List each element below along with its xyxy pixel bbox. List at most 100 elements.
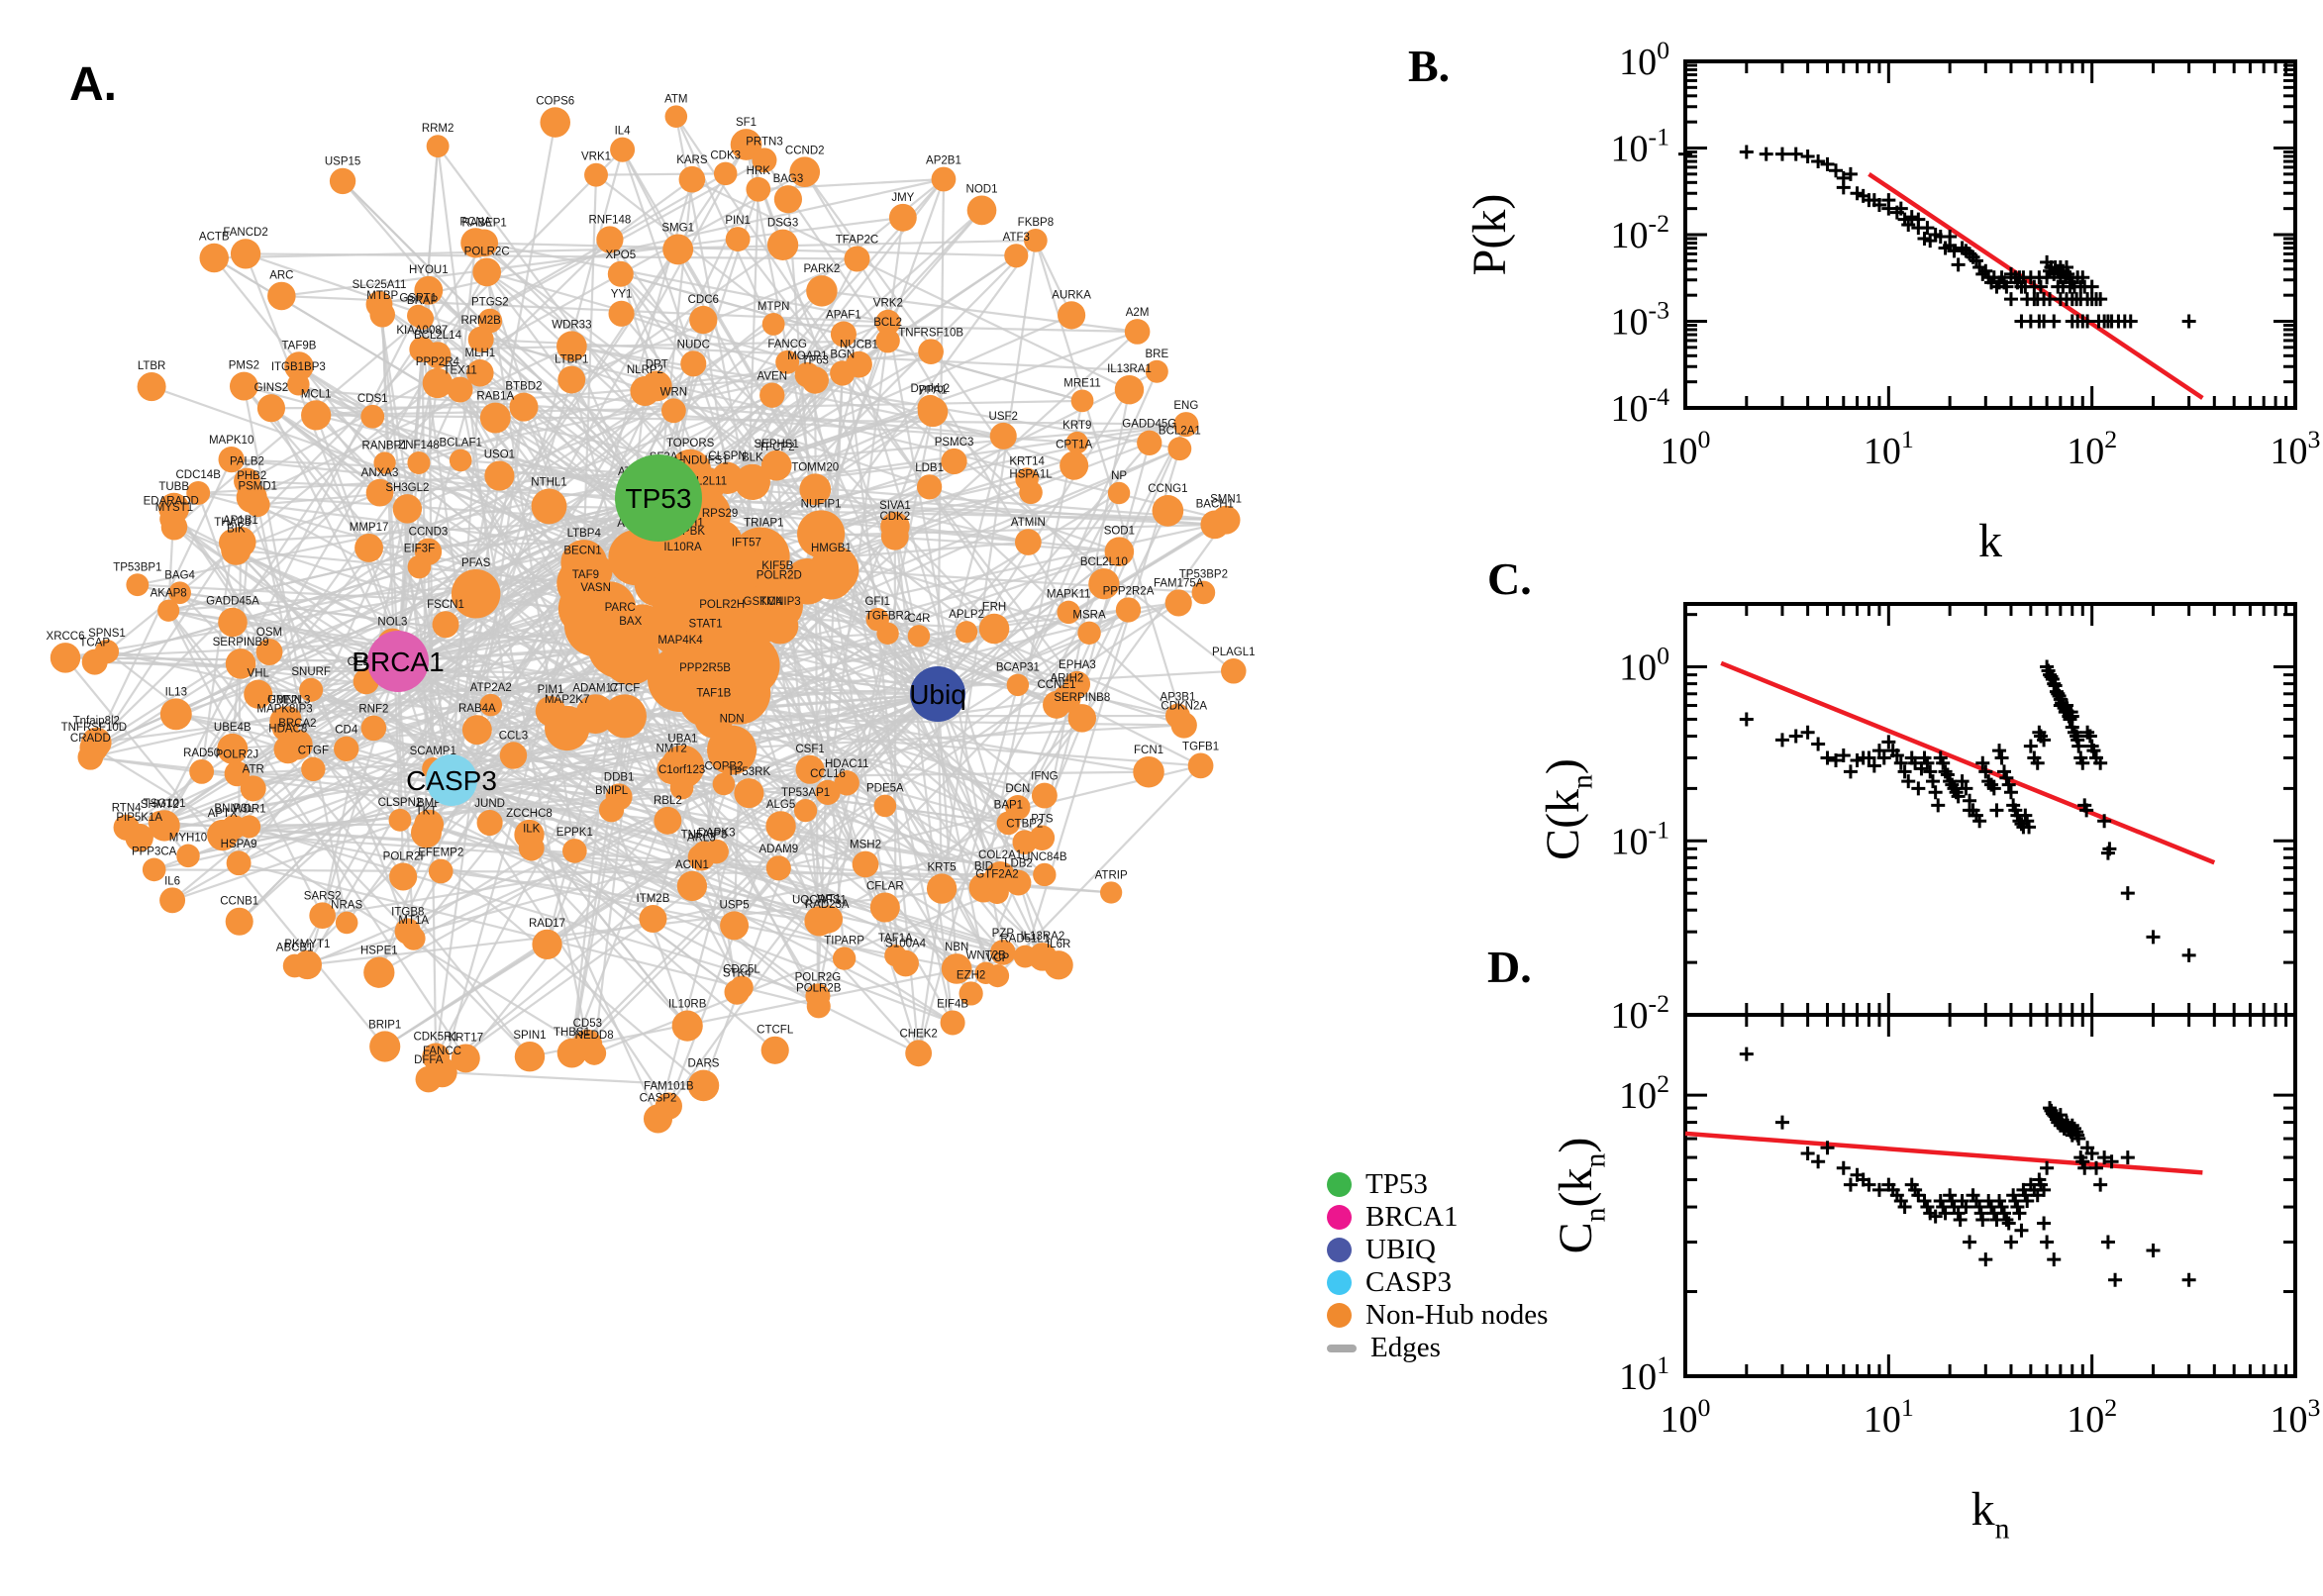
network-hub-nodes: TP53 BRCA1 Ubiq CASP3: [352, 454, 966, 806]
svg-text:10-1: 10-1: [1610, 815, 1669, 862]
svg-text:MTBP: MTBP: [366, 290, 398, 302]
svg-text:TP53BP1: TP53BP1: [113, 561, 161, 573]
svg-text:102: 102: [2067, 425, 2117, 472]
svg-text:100: 100: [1661, 425, 1711, 472]
protein-network-graph: TP53RK KIAA0087 THAP8 CDC14B SNURF DSG3 NTHL1 C…: [47, 93, 1256, 1134]
svg-text:PPP2R5B: PPP2R5B: [679, 662, 731, 674]
svg-text:MAPK11: MAPK11: [1047, 589, 1091, 601]
svg-text:NBN: NBN: [945, 942, 968, 953]
svg-text:MT1A: MT1A: [398, 915, 429, 927]
svg-text:CCL16: CCL16: [810, 768, 846, 780]
hub-node-casp3: [426, 754, 477, 806]
svg-text:NUCB1: NUCB1: [840, 340, 878, 351]
svg-text:CDC6: CDC6: [688, 294, 719, 306]
svg-text:POLR2G: POLR2G: [795, 971, 842, 983]
svg-text:SPIN1: SPIN1: [513, 1030, 546, 1042]
svg-text:CPT1A: CPT1A: [1056, 440, 1092, 451]
svg-text:ANXA3: ANXA3: [361, 467, 399, 479]
svg-text:PPA1: PPA1: [919, 385, 948, 397]
svg-text:USF2: USF2: [989, 411, 1018, 423]
svg-text:ATF3: ATF3: [1003, 232, 1030, 244]
svg-text:A2M: A2M: [1126, 307, 1150, 319]
svg-text:PSMD1: PSMD1: [238, 480, 277, 492]
svg-text:RABEP1: RABEP1: [461, 218, 506, 230]
svg-text:MYH10: MYH10: [169, 833, 207, 845]
svg-text:BMF: BMF: [417, 798, 441, 810]
svg-text:TP53RK: TP53RK: [728, 766, 771, 778]
svg-text:100: 100: [1619, 642, 1669, 689]
svg-text:RAD23A: RAD23A: [805, 899, 850, 911]
svg-text:RRM2B: RRM2B: [461, 315, 502, 327]
svg-text:SMN1: SMN1: [1210, 494, 1242, 506]
svg-text:SMG1: SMG1: [661, 222, 694, 234]
svg-text:UBE2L3: UBE2L3: [268, 694, 311, 706]
svg-text:BRCA1: BRCA1: [352, 647, 444, 677]
svg-text:SLC25A11: SLC25A11: [353, 279, 407, 291]
svg-text:TP53BP2: TP53BP2: [1179, 569, 1228, 581]
svg-text:PIM1: PIM1: [538, 684, 564, 696]
svg-text:ADAM17: ADAM17: [572, 682, 618, 694]
svg-text:WT1: WT1: [817, 893, 841, 905]
svg-text:10-2: 10-2: [1610, 989, 1669, 1037]
svg-text:POLR2J: POLR2J: [216, 749, 258, 761]
svg-text:CASP2: CASP2: [640, 1092, 677, 1104]
svg-text:Dynlrb2: Dynlrb2: [911, 383, 951, 395]
svg-text:STK4: STK4: [723, 967, 752, 979]
svg-text:TAF9: TAF9: [572, 569, 599, 581]
svg-text:MMP17: MMP17: [350, 522, 389, 534]
svg-text:USP5: USP5: [720, 899, 750, 911]
svg-text:EPHA3: EPHA3: [1059, 659, 1096, 671]
svg-text:PARC: PARC: [605, 602, 636, 614]
svg-text:KCNIP3: KCNIP3: [759, 596, 801, 608]
svg-text:CSF1: CSF1: [795, 744, 824, 755]
svg-text:KRT9: KRT9: [1062, 420, 1091, 432]
svg-text:PHB2: PHB2: [237, 470, 266, 482]
svg-text:CDC5L: CDC5L: [723, 963, 760, 975]
svg-text:NTHL1: NTHL1: [531, 476, 566, 488]
svg-text:TKT: TKT: [416, 805, 438, 817]
svg-text:100: 100: [1661, 1393, 1711, 1441]
casp3-dot-icon: [1327, 1270, 1352, 1295]
svg-text:EZH2: EZH2: [957, 969, 985, 981]
svg-text:AP1B1: AP1B1: [223, 515, 258, 527]
svg-text:10-3: 10-3: [1610, 296, 1669, 344]
svg-text:PZP: PZP: [992, 928, 1015, 940]
svg-text:VRK1: VRK1: [581, 151, 611, 163]
svg-text:NUFIP1: NUFIP1: [801, 498, 842, 510]
svg-text:NP: NP: [1111, 470, 1127, 482]
svg-text:BTBD2: BTBD2: [505, 381, 542, 393]
svg-text:ITM2B: ITM2B: [637, 893, 670, 905]
svg-text:102: 102: [1619, 1069, 1669, 1117]
svg-text:APLP2: APLP2: [949, 609, 984, 621]
svg-text:GFI1: GFI1: [864, 596, 890, 608]
svg-text:TEX11: TEX11: [443, 365, 476, 377]
svg-text:FANCC: FANCC: [423, 1046, 461, 1057]
svg-text:102: 102: [2067, 1393, 2117, 1441]
svg-text:IL4: IL4: [615, 126, 632, 138]
svg-text:PIP5K1A: PIP5K1A: [116, 812, 162, 824]
svg-text:PARK2: PARK2: [803, 263, 840, 275]
fit-line: [1684, 1131, 2203, 1175]
svg-text:OSM: OSM: [256, 627, 282, 639]
svg-text:JMY: JMY: [891, 192, 914, 204]
svg-text:DPT: DPT: [646, 359, 668, 371]
hub-node-brca1: [367, 631, 429, 692]
svg-text:APTX: APTX: [208, 808, 238, 820]
svg-text:PDE5A: PDE5A: [866, 783, 904, 795]
svg-text:BRE: BRE: [1145, 349, 1168, 360]
svg-text:ZCCHC8: ZCCHC8: [506, 808, 553, 820]
svg-text:NUDC: NUDC: [677, 339, 710, 350]
svg-text:KARS: KARS: [676, 154, 708, 166]
svg-text:DCN: DCN: [1005, 783, 1030, 795]
svg-text:IL13RA2: IL13RA2: [1020, 931, 1064, 943]
svg-text:GSTM4: GSTM4: [744, 596, 783, 608]
svg-text:FKBP8: FKBP8: [1018, 217, 1054, 229]
svg-text:CTBP2: CTBP2: [1006, 818, 1043, 830]
svg-text:RAD51L1: RAD51L1: [1000, 934, 1050, 946]
svg-text:SERPINB9: SERPINB9: [213, 637, 269, 648]
svg-text:ZNF148: ZNF148: [398, 440, 440, 451]
svg-text:BAG3: BAG3: [773, 173, 804, 185]
svg-text:CASP3: CASP3: [406, 765, 497, 796]
plot-frame: [1683, 1013, 2297, 1378]
